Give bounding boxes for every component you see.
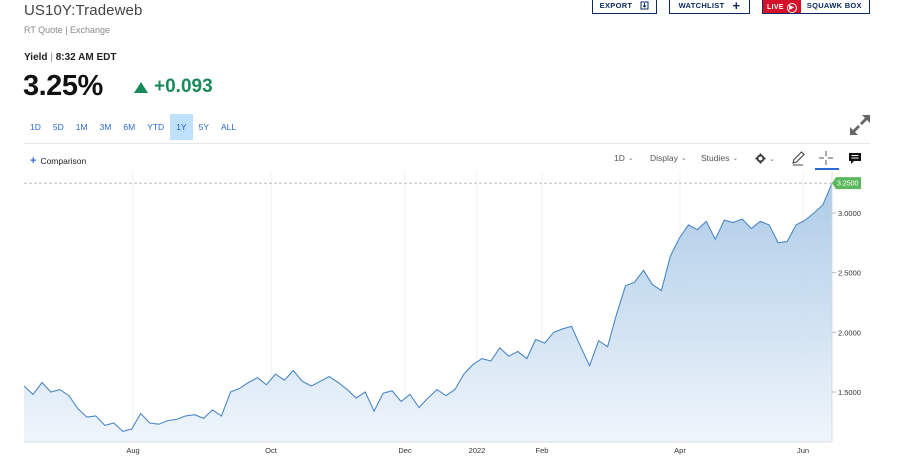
studies-label: Studies: [701, 153, 730, 163]
squawk-box-button[interactable]: LIVE ▶ SQUAWK BOX: [762, 0, 870, 14]
range-ytd[interactable]: YTD: [147, 122, 165, 132]
play-icon: ▶: [786, 2, 797, 13]
y-tick-label: 2.0000: [838, 328, 861, 337]
range-3m[interactable]: 3M: [99, 122, 112, 132]
export-icon: [640, 1, 649, 10]
time-range-selector: 1D 5D 1M 3M 6M YTD 1Y 5Y ALL: [24, 114, 242, 140]
chevron-down-icon: ⌄: [627, 155, 634, 162]
gear-icon: [755, 153, 766, 164]
range-5y[interactable]: 5Y: [198, 122, 209, 132]
symbol-title: US10Y:Tradeweb: [24, 2, 143, 19]
display-label: Display: [650, 153, 678, 163]
pencil-icon[interactable]: [789, 149, 807, 167]
x-tick-label: Dec: [398, 446, 412, 455]
active-tool-indicator: [815, 168, 839, 170]
x-tick-label: Jun: [797, 446, 809, 455]
comparison-label: Comparison: [40, 156, 87, 166]
chevron-down-icon: ⌄: [769, 155, 775, 163]
studies-dropdown[interactable]: Studies ⌄: [701, 153, 738, 163]
range-6m[interactable]: 6M: [123, 122, 136, 132]
y-tick-label: 1.5000: [838, 388, 861, 397]
quote-source: RT Quote | Exchange: [24, 25, 111, 35]
chevron-down-icon: ⌄: [680, 155, 687, 162]
toolbar-divider: [24, 143, 870, 144]
quote-timestamp: Yield | 8:32 AM EDT: [24, 52, 116, 63]
quote-time: 8:32 AM EDT: [55, 52, 117, 63]
range-all[interactable]: ALL: [221, 122, 237, 132]
price-change: +0.093: [134, 76, 213, 98]
yield-label: Yield: [24, 52, 48, 63]
squawk-label: SQUAWK BOX: [806, 1, 862, 10]
last-value-badge: 3.2500: [832, 177, 861, 190]
live-badge: LIVE ▶: [763, 0, 801, 13]
settings-dropdown[interactable]: ⌄: [755, 153, 775, 164]
chevron-down-icon: ⌄: [732, 155, 739, 162]
interval-dropdown[interactable]: 1D ⌄: [614, 153, 634, 163]
x-tick-label: Aug: [126, 446, 139, 455]
x-tick-label: 2022: [469, 446, 486, 455]
display-dropdown[interactable]: Display ⌄: [650, 153, 687, 163]
comparison-button[interactable]: + Comparison: [30, 155, 86, 167]
y-tick-label: 2.5000: [838, 269, 861, 278]
range-1y[interactable]: 1Y: [170, 114, 193, 140]
export-label: EXPORT: [599, 1, 633, 10]
comment-icon[interactable]: [846, 149, 864, 167]
price-line: [23, 182, 833, 433]
area-fill: [24, 183, 832, 442]
export-button[interactable]: EXPORT: [592, 0, 657, 14]
y-tick-label: 3.0000: [838, 209, 861, 218]
last-price: 3.25%: [23, 70, 103, 102]
last-value-label: 3.2500: [837, 181, 859, 188]
range-1d[interactable]: 1D: [30, 122, 41, 132]
x-tick-label: Feb: [536, 446, 549, 455]
expand-icon[interactable]: [848, 113, 872, 137]
range-5d[interactable]: 5D: [52, 122, 64, 132]
range-1m[interactable]: 1M: [75, 122, 88, 132]
interval-label: 1D: [614, 153, 625, 163]
separator: |: [50, 52, 53, 63]
live-label: LIVE: [767, 4, 784, 11]
x-tick-label: Apr: [674, 446, 686, 455]
crosshair-icon[interactable]: [817, 149, 835, 167]
watchlist-label: WATCHLIST: [678, 1, 725, 10]
plus-icon: +: [732, 0, 741, 13]
change-value: +0.093: [154, 76, 213, 97]
watchlist-button[interactable]: WATCHLIST +: [669, 0, 750, 14]
plus-icon: +: [30, 155, 37, 167]
x-tick-label: Oct: [265, 446, 278, 455]
up-arrow-icon: [134, 81, 148, 93]
